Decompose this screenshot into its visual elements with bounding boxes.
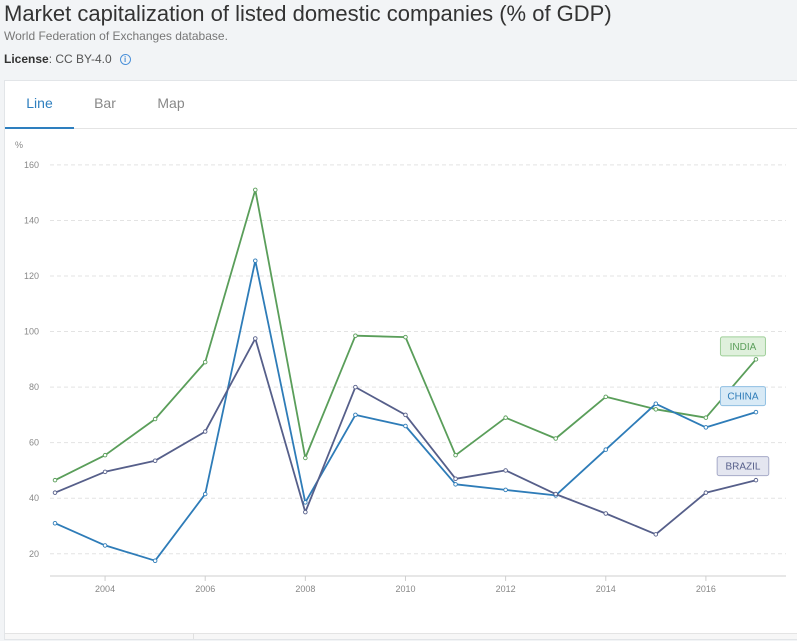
- data-point-brazil: [703, 490, 709, 495]
- series-line-china: [54, 259, 757, 562]
- y-tick-label: 120: [24, 271, 39, 281]
- data-point-brazil: [303, 509, 308, 515]
- series-label-box-china: [719, 386, 766, 407]
- data-point-india: [453, 452, 458, 458]
- x-tick-label: 2012: [496, 584, 516, 594]
- data-point-china: [703, 425, 709, 430]
- data-point-india: [703, 415, 709, 420]
- license-label: License: [4, 52, 49, 66]
- y-tick-label: 160: [24, 160, 39, 170]
- data-point-brazil: [202, 429, 208, 434]
- data-point-india: [353, 333, 358, 338]
- y-tick-label: 60: [29, 438, 39, 448]
- tab-map[interactable]: Map: [157, 95, 185, 111]
- data-point-china: [303, 500, 308, 505]
- data-point-brazil: [453, 476, 458, 482]
- license-value: : CC BY-4.0: [48, 52, 112, 66]
- data-point-brazil: [403, 412, 408, 418]
- y-axis-unit-label: %: [15, 140, 23, 150]
- data-point-india: [303, 455, 308, 461]
- license-line: License : CC BY-4.0 i: [4, 51, 131, 67]
- data-point-brazil: [503, 468, 508, 473]
- y-tick-label: 40: [29, 493, 39, 503]
- chart-panel: Line Bar Map % 20 40 60 80 100 120 140 160 2004 20…: [4, 80, 797, 640]
- x-tick-label: 2008: [295, 584, 315, 594]
- data-point-brazil: [753, 477, 759, 483]
- data-point-brazil: [553, 491, 558, 497]
- data-point-india: [603, 394, 609, 400]
- data-point-brazil: [152, 458, 158, 463]
- data-point-brazil: [253, 336, 258, 341]
- data-point-brazil: [102, 469, 108, 475]
- series-line-brazil: [54, 337, 757, 536]
- data-point-india: [553, 436, 558, 441]
- data-point-china: [152, 558, 158, 563]
- data-point-china: [503, 487, 508, 493]
- x-tick-label: 2006: [195, 584, 215, 594]
- data-point-india: [753, 357, 759, 362]
- line-chart: % 20 40 60 80 100 120 140 160 2004 2006 2008 2010 201…: [15, 140, 786, 594]
- data-point-brazil: [52, 490, 58, 495]
- data-point-china: [403, 423, 408, 429]
- series-label-box-india: [719, 336, 766, 357]
- series-label-china: CHINA: [727, 392, 758, 403]
- y-tick-label: 100: [24, 327, 39, 337]
- tab-bar[interactable]: Bar: [94, 95, 116, 111]
- x-tick-label: 2014: [596, 584, 616, 594]
- data-point-china: [52, 520, 58, 526]
- data-point-brazil: [603, 511, 609, 516]
- series-label-box-brazil: [716, 456, 770, 477]
- data-point-china: [603, 447, 609, 452]
- data-point-china: [202, 491, 208, 497]
- data-point-china: [353, 412, 358, 418]
- x-tick-label: 2016: [696, 584, 716, 594]
- data-point-india: [152, 416, 158, 422]
- data-point-brazil: [653, 532, 659, 537]
- chart-type-tabs: Line Bar Map: [5, 81, 797, 129]
- data-point-china: [453, 482, 458, 487]
- tab-line[interactable]: Line: [5, 81, 74, 129]
- data-point-india: [253, 187, 258, 193]
- series-label-brazil: BRAZIL: [725, 462, 760, 473]
- data-point-china: [253, 258, 258, 263]
- data-point-india: [503, 415, 508, 420]
- x-tick-label: 2004: [95, 584, 115, 594]
- x-tick-label: 2010: [395, 584, 415, 594]
- data-point-india: [403, 334, 408, 340]
- data-point-china: [753, 409, 759, 415]
- series-label-india: INDIA: [730, 342, 757, 353]
- page-title: Market capitalization of listed domestic…: [4, 1, 612, 26]
- data-point-india: [202, 359, 208, 365]
- y-tick-label: 80: [29, 382, 39, 392]
- data-point-india: [52, 477, 58, 483]
- bottom-divider: [193, 633, 194, 639]
- data-point-brazil: [353, 384, 358, 390]
- y-tick-label: 20: [29, 549, 39, 559]
- data-point-india: [102, 452, 108, 458]
- info-icon[interactable]: i: [119, 53, 131, 65]
- y-tick-label: 140: [24, 215, 39, 225]
- data-point-china: [653, 401, 659, 407]
- bottom-strip: [5, 633, 797, 639]
- data-point-india: [653, 407, 659, 412]
- source-text: World Federation of Exchanges database.: [4, 29, 228, 43]
- data-point-china: [102, 543, 108, 548]
